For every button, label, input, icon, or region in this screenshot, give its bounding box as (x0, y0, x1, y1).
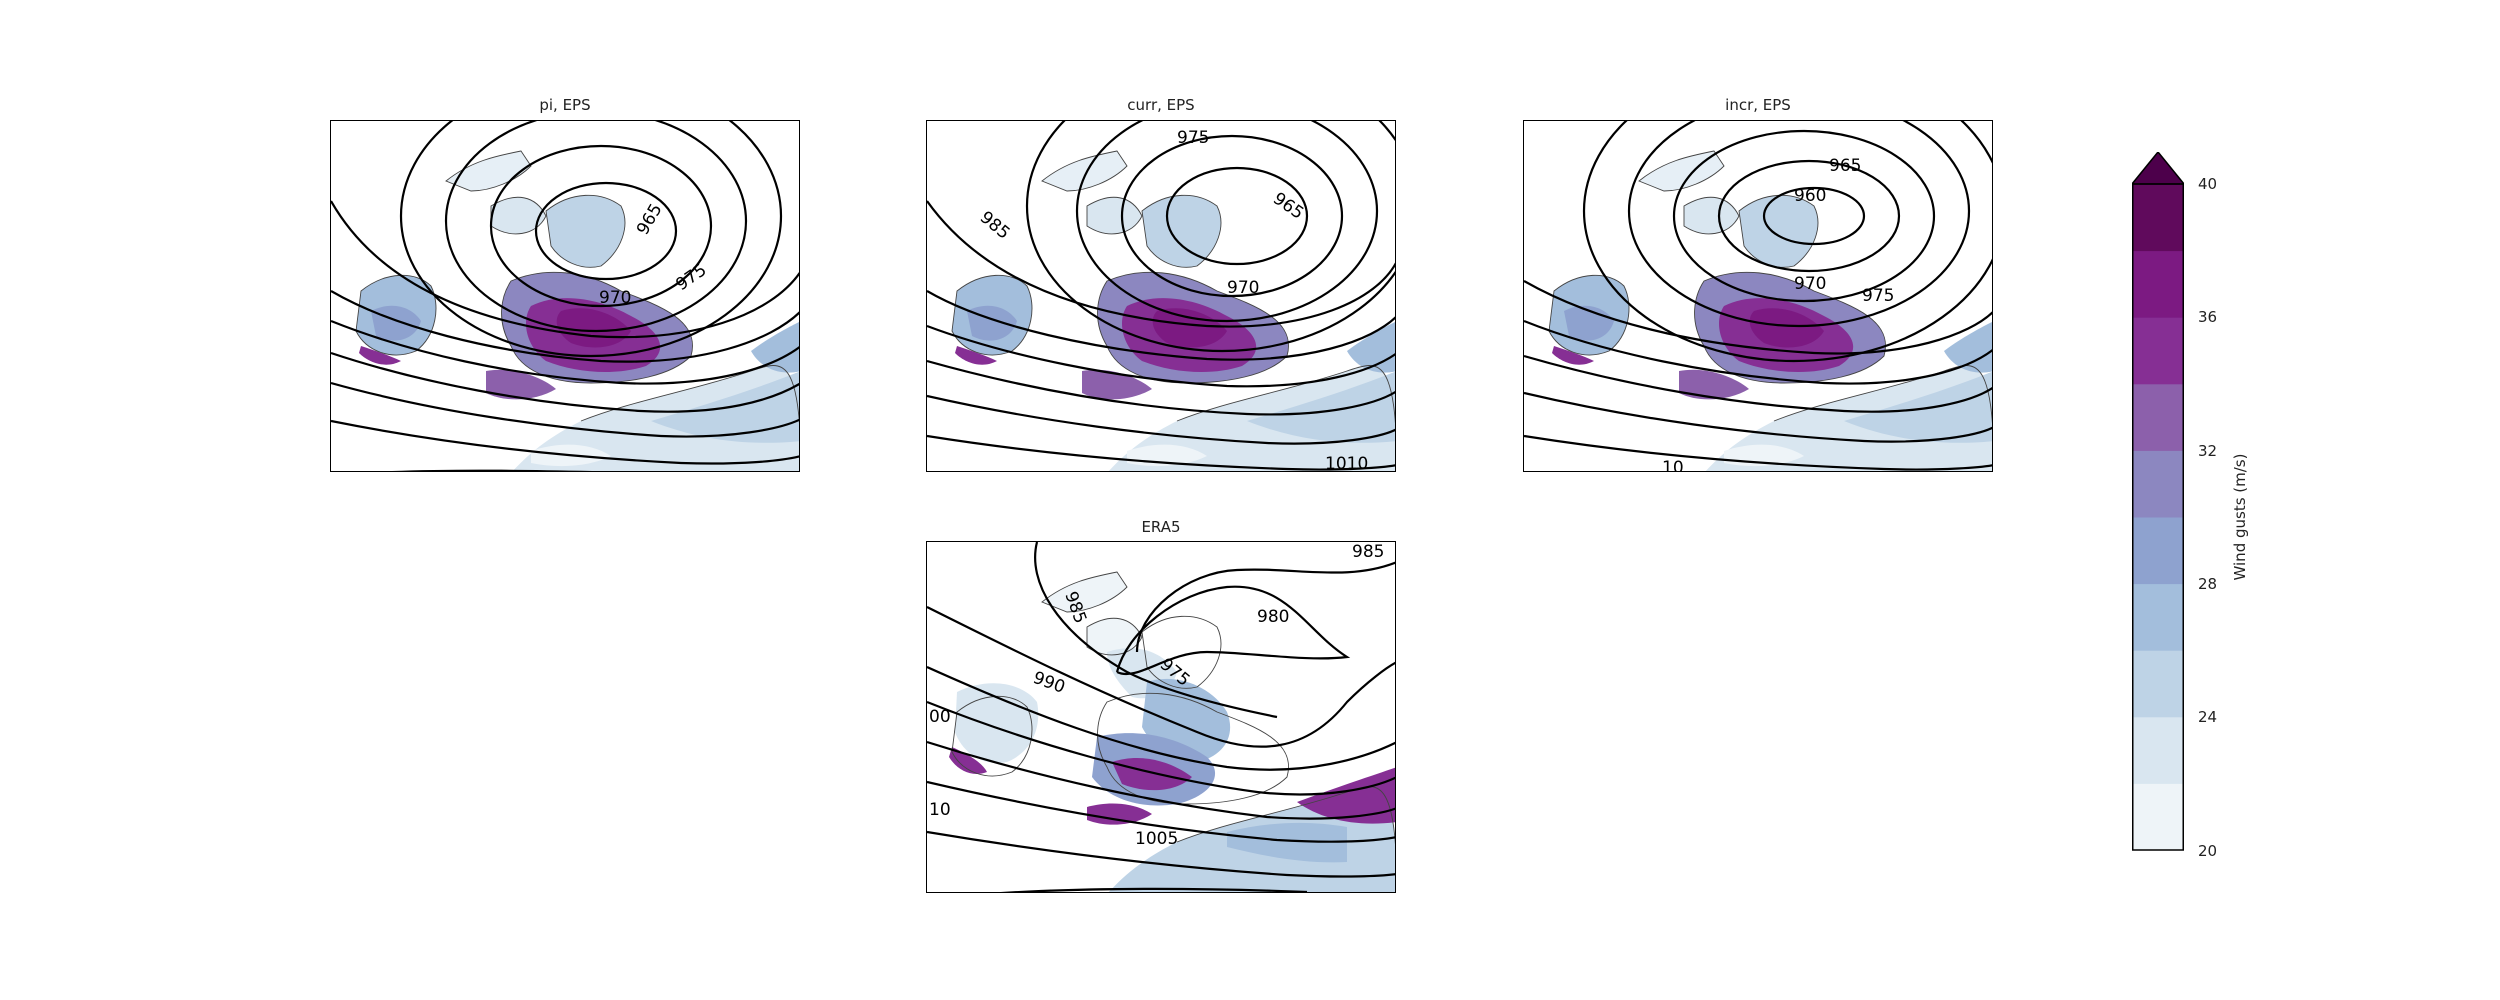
contour-label: 985 (1352, 542, 1384, 562)
pressure-contours-curr (927, 121, 1395, 471)
colorbar-bin (2132, 583, 2184, 651)
contour-label: 965 (1269, 189, 1307, 224)
contour-label: 960 (1794, 186, 1826, 206)
map-panel-curr[interactable]: 975 985 965 970 1010 (926, 120, 1396, 472)
pressure-contours-incr (1524, 121, 1992, 471)
contour-label: 980 (1257, 607, 1289, 627)
contour-label: 10 (1662, 458, 1684, 472)
colorbar-bin (2132, 383, 2184, 451)
panel-title-curr: curr, EPS (1127, 96, 1195, 114)
map-panel-pi[interactable]: 965 970 975 (330, 120, 800, 472)
colorbar-extend-arrow (2130, 150, 2186, 185)
map-panel-incr[interactable]: 965 960 970 975 10 (1523, 120, 1993, 472)
colorbar-tick-label: 40 (2198, 175, 2218, 193)
colorbar-bin (2132, 250, 2184, 318)
contour-label: 00 (929, 707, 951, 727)
contour-label: 10 (929, 800, 951, 820)
contour-label: 975 (672, 260, 710, 295)
panel-title-incr: incr, EPS (1725, 96, 1791, 114)
colorbar-bin (2132, 716, 2184, 784)
colorbar-bin (2132, 650, 2184, 718)
colorbar-tick-label: 20 (2198, 842, 2218, 860)
pressure-contours-era5 (927, 542, 1395, 892)
contour-label: 970 (1227, 278, 1259, 298)
colorbar-tick-label: 36 (2198, 308, 2218, 326)
colorbar-tick-label: 32 (2198, 442, 2218, 460)
contour-label: 970 (599, 288, 631, 308)
panel-title-pi: pi, EPS (539, 96, 591, 114)
colorbar-bin (2132, 517, 2184, 585)
contour-label: 1005 (1135, 829, 1178, 849)
colorbar-bin (2132, 317, 2184, 385)
contour-label: 975 (1177, 128, 1209, 148)
contour-label: 965 (1829, 156, 1861, 176)
panel-title-era5: ERA5 (1141, 518, 1181, 536)
colorbar-axis-label: Wind gusts (m/s) (2231, 453, 2249, 581)
colorbar-bin (2132, 184, 2184, 252)
contour-label: 1010 (1325, 454, 1368, 472)
colorbar (2130, 150, 2186, 852)
map-panel-era5[interactable]: 985 985 980 975 990 00 10 1005 (926, 541, 1396, 893)
contour-label: 985 (976, 208, 1014, 244)
contour-label: 975 (1862, 286, 1894, 306)
colorbar-tick-label: 24 (2198, 708, 2218, 726)
colorbar-bin (2132, 450, 2184, 518)
colorbar-bin (2132, 783, 2184, 851)
contour-label: 965 (633, 200, 667, 238)
contour-label: 970 (1794, 274, 1826, 294)
colorbar-bins (2132, 184, 2184, 851)
pressure-contours-pi (331, 121, 799, 471)
colorbar-tick-label: 28 (2198, 575, 2218, 593)
